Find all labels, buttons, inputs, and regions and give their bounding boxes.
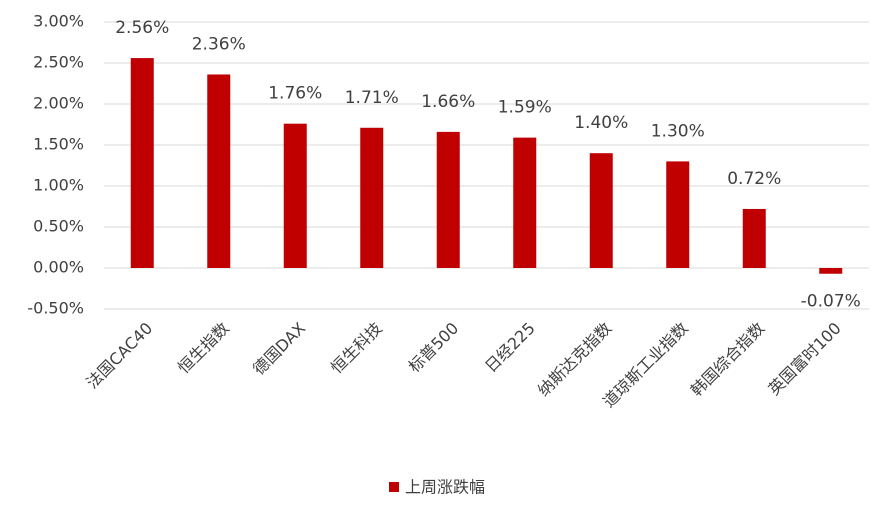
bar	[130, 58, 154, 268]
bar	[589, 153, 613, 268]
y-tick-label: 2.50%	[33, 53, 84, 72]
x-tick-label: 韩国综合指数	[687, 319, 768, 400]
value-label: -0.07%	[801, 292, 861, 312]
value-label: 1.76%	[268, 84, 322, 104]
value-label: 0.72%	[727, 169, 781, 189]
value-label: 1.40%	[574, 113, 628, 133]
x-tick-label: 法国CAC40	[82, 319, 156, 393]
y-tick-label: 0.50%	[33, 217, 84, 236]
value-label: 1.71%	[345, 88, 399, 108]
bar	[742, 208, 766, 268]
x-tick-label: 德国DAX	[249, 319, 309, 379]
bar	[819, 268, 843, 274]
x-tick-label: 日经225	[481, 319, 539, 377]
legend-label: 上周涨跌幅	[405, 478, 485, 497]
legend-swatch	[389, 482, 399, 492]
bar	[360, 127, 384, 268]
value-label: 2.36%	[192, 34, 246, 54]
x-tick-label: 纳斯达克指数	[534, 319, 615, 400]
x-tick-label: 英国富时100	[764, 319, 844, 399]
value-label: 2.56%	[115, 18, 169, 38]
y-tick-label: -0.50%	[27, 299, 84, 318]
y-tick-label: 2.00%	[33, 94, 84, 113]
value-label: 1.59%	[498, 98, 552, 118]
x-tick-label: 恒生科技	[327, 319, 386, 378]
value-label: 1.66%	[421, 92, 475, 112]
y-tick-label: 3.00%	[33, 12, 84, 31]
bar	[513, 137, 537, 268]
bar	[207, 74, 231, 268]
y-tick-label: 1.00%	[33, 176, 84, 195]
bar	[436, 131, 460, 268]
bar	[283, 123, 307, 269]
y-tick-label: 1.50%	[33, 135, 84, 154]
x-tick-label: 标普500	[405, 319, 463, 377]
value-label: 1.30%	[651, 121, 705, 141]
y-tick-label: 0.00%	[33, 258, 84, 277]
bar	[666, 161, 690, 268]
x-tick-label: 恒生指数	[174, 319, 233, 378]
